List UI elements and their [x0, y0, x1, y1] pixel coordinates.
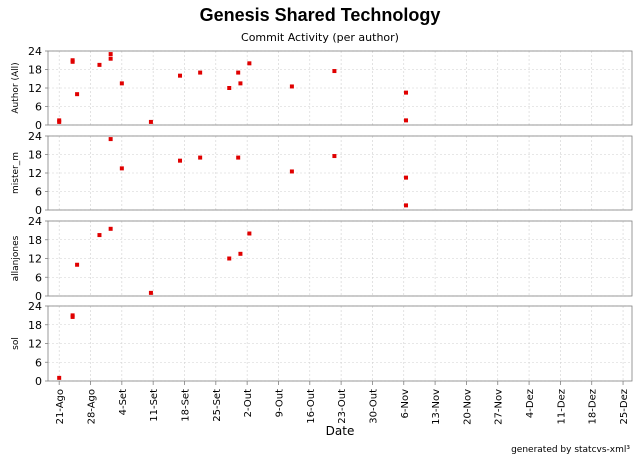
y-tick-label: 24	[28, 215, 42, 228]
data-point	[108, 226, 113, 231]
x-tick-label: 27-Nov	[494, 389, 505, 425]
data-point	[289, 84, 294, 89]
data-point	[108, 137, 113, 142]
data-point	[227, 86, 232, 90]
x-axis-label: Date	[326, 424, 355, 438]
x-tick-label: 9-Out	[274, 389, 285, 417]
y-tick-label: 24	[28, 130, 42, 143]
data-point	[57, 375, 62, 380]
data-point	[148, 290, 153, 295]
data-point	[247, 61, 252, 66]
y-tick-label: 12	[28, 82, 42, 95]
data-point	[97, 62, 102, 67]
x-tick-label: 21-Ago	[55, 389, 66, 424]
data-point	[236, 70, 241, 75]
data-point	[57, 118, 62, 123]
panel-frame	[47, 305, 633, 382]
data-point	[227, 256, 232, 261]
series-axis-label: Author (All)	[11, 62, 21, 113]
x-tick-label: 25-Dez	[619, 389, 630, 424]
x-tick-label: 2-Out	[243, 389, 254, 417]
x-tick-label: 30-Out	[368, 389, 379, 424]
data-point	[108, 52, 113, 57]
x-tick-label: 4-Set	[118, 389, 129, 415]
panel-frame	[47, 50, 633, 126]
x-tick-label: 13-Nov	[431, 389, 442, 425]
generator-credit: generated by statcvs-xml³	[511, 445, 630, 455]
y-tick-label: 6	[35, 101, 42, 114]
data-point	[148, 119, 153, 124]
data-point	[404, 203, 409, 208]
data-point	[404, 175, 409, 180]
panel-frame	[47, 220, 633, 297]
x-tick-label: 23-Out	[337, 389, 348, 424]
y-tick-label: 6	[35, 186, 42, 199]
x-tick-label: 11-Dez	[556, 389, 567, 424]
x-tick-label: 16-Out	[306, 389, 317, 424]
series-axis-label: sol	[11, 337, 21, 350]
y-tick-label: 12	[28, 338, 42, 351]
x-tick-label: 25-Set	[212, 389, 223, 422]
y-tick-label: 0	[35, 375, 42, 388]
data-point	[178, 158, 183, 163]
y-tick-label: 0	[35, 119, 42, 132]
x-tick-label: 4-Dez	[525, 389, 536, 418]
x-tick-label: 6-Nov	[400, 389, 411, 419]
series-axis-label: mister_m	[11, 152, 21, 194]
y-tick-label: 6	[35, 271, 42, 284]
y-tick-label: 18	[28, 149, 42, 162]
data-point	[238, 81, 243, 86]
data-point	[289, 169, 294, 174]
data-point	[70, 313, 75, 318]
y-tick-label: 12	[28, 253, 42, 266]
data-point	[332, 154, 337, 159]
y-tick-label: 18	[28, 319, 42, 332]
y-tick-label: 18	[28, 234, 42, 247]
x-tick-label: 18-Dez	[588, 389, 599, 424]
data-point	[97, 233, 102, 238]
data-point	[75, 262, 80, 267]
y-tick-label: 6	[35, 356, 42, 369]
data-point	[119, 81, 124, 86]
data-point	[332, 69, 337, 74]
data-point	[238, 251, 243, 256]
y-tick-label: 0	[35, 290, 42, 303]
data-point	[404, 118, 409, 123]
chart-title: Genesis Shared Technology	[199, 5, 441, 25]
x-tick-label: 28-Ago	[87, 389, 98, 424]
data-point	[236, 155, 241, 160]
y-tick-label: 18	[28, 64, 42, 77]
y-tick-label: 0	[35, 204, 42, 217]
data-point	[247, 231, 252, 236]
data-point	[404, 90, 409, 95]
data-point	[75, 92, 80, 97]
data-point	[198, 155, 203, 160]
x-tick-label: 11-Set	[149, 389, 160, 422]
y-tick-label: 24	[28, 45, 42, 58]
data-point	[108, 56, 113, 61]
y-tick-label: 12	[28, 167, 42, 180]
x-tick-label: 20-Nov	[462, 389, 473, 425]
panel-frame	[47, 135, 633, 211]
data-point	[178, 73, 183, 78]
x-tick-label: 18-Set	[180, 389, 191, 422]
y-tick-label: 24	[28, 300, 42, 313]
data-point	[198, 70, 203, 75]
data-point	[70, 58, 75, 63]
chart-subtitle: Commit Activity (per author)	[241, 31, 399, 44]
series-axis-label: allanjones	[11, 235, 21, 281]
data-point	[119, 166, 124, 171]
